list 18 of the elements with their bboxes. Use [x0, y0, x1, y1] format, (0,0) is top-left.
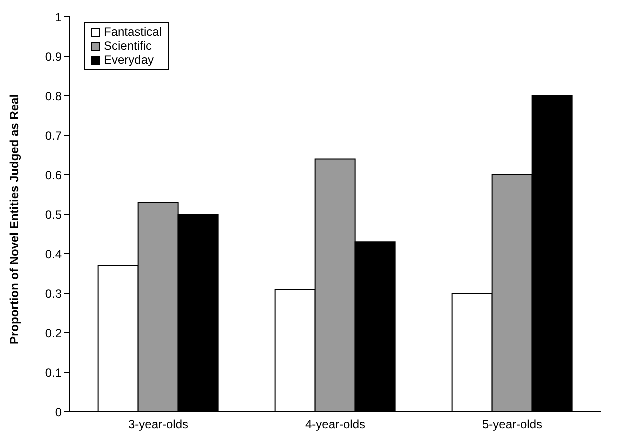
legend-label: Everyday	[104, 53, 154, 67]
y-axis-title: Proportion of Novel Entities Judged as Real	[7, 94, 22, 344]
y-tick-label: 0.6	[45, 168, 62, 182]
legend-label: Scientific	[104, 39, 152, 53]
x-tick-label: 5-year-olds	[482, 418, 543, 432]
y-tick-label: 0.7	[45, 128, 62, 143]
y-tick-label: 0	[55, 405, 62, 420]
y-tick-label: 0.8	[45, 89, 62, 104]
x-tick-label: 4-year-olds	[305, 418, 366, 432]
y-tick-label: 0.9	[45, 50, 62, 64]
x-tick-label: 3-year-olds	[128, 418, 189, 432]
y-tick-label: 1	[55, 10, 62, 24]
y-tick-label: 0.3	[45, 286, 62, 301]
y-tick-label: 0.2	[45, 326, 62, 340]
y-tick-label: 0.4	[45, 247, 62, 262]
y-tick-label: 0.1	[45, 366, 62, 380]
legend-label: Fantastical	[104, 25, 162, 39]
y-tick-label: 0.5	[45, 208, 62, 222]
